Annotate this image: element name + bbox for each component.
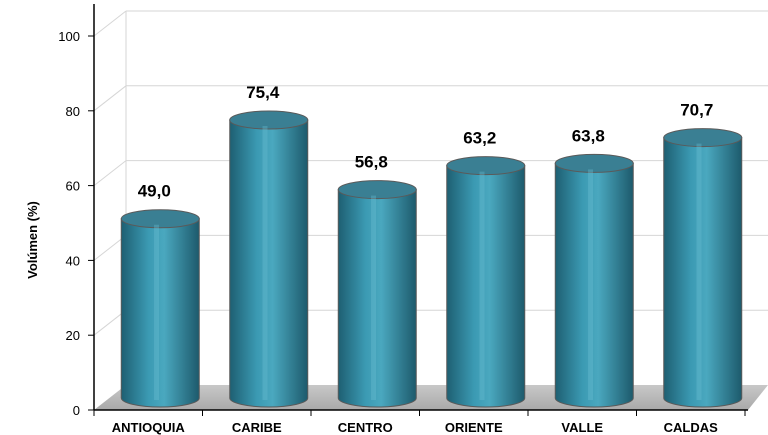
bar bbox=[120, 209, 200, 408]
bar-highlight bbox=[371, 195, 377, 400]
bar-body bbox=[229, 119, 309, 408]
bar bbox=[229, 110, 309, 408]
bar-highlight bbox=[479, 171, 485, 400]
labels: 49,0 ANTIOQUIA 75,4 CARIBE 56,8 CENTRO 63,2 ORI… bbox=[112, 83, 718, 435]
data-label: 63,2 bbox=[463, 129, 496, 148]
bar-body bbox=[446, 165, 526, 408]
category-label: ORIENTE bbox=[445, 420, 503, 435]
bar-highlight bbox=[154, 224, 160, 400]
bar-body bbox=[554, 162, 634, 408]
bar-body bbox=[663, 137, 743, 408]
bar-top bbox=[554, 153, 634, 173]
gridline-diagonal bbox=[93, 85, 127, 112]
y-tick-label: 20 bbox=[66, 328, 80, 343]
bar bbox=[663, 128, 743, 408]
bar-highlight bbox=[262, 126, 268, 400]
data-label: 63,8 bbox=[572, 126, 605, 145]
category-label: ANTIOQUIA bbox=[112, 420, 186, 435]
y-tick-label: 40 bbox=[66, 253, 80, 268]
category-label: CENTRO bbox=[338, 420, 393, 435]
bar-highlight bbox=[696, 143, 702, 400]
bars bbox=[120, 110, 743, 408]
data-label: 56,8 bbox=[355, 153, 388, 172]
category-label: CALDAS bbox=[664, 420, 718, 435]
data-label: 75,4 bbox=[246, 83, 280, 102]
bar bbox=[337, 180, 417, 408]
data-label: 49,0 bbox=[138, 182, 171, 201]
bar-highlight bbox=[588, 169, 594, 400]
bar bbox=[446, 156, 526, 408]
y-tick-label: 0 bbox=[73, 403, 80, 418]
gridline-diagonal bbox=[93, 160, 127, 186]
category-label: CARIBE bbox=[232, 420, 282, 435]
bar-top bbox=[229, 110, 309, 130]
y-tick-label: 80 bbox=[66, 104, 80, 119]
gridline-diagonal bbox=[93, 309, 127, 336]
bar-body bbox=[120, 218, 200, 408]
y-tick-label: 100 bbox=[58, 29, 80, 44]
gridline-diagonal bbox=[93, 10, 127, 37]
y-tick-label: 60 bbox=[66, 179, 80, 194]
bar-top bbox=[337, 180, 417, 200]
category-label: VALLE bbox=[561, 420, 603, 435]
data-label: 70,7 bbox=[680, 101, 713, 120]
axes: 0 20 40 60 80 100 bbox=[58, 4, 748, 418]
y-axis-title: Volúmen (%) bbox=[25, 201, 40, 279]
bar-body bbox=[337, 189, 417, 408]
bar-top bbox=[663, 128, 743, 148]
bar-top bbox=[446, 156, 526, 176]
bar bbox=[554, 153, 634, 408]
gridline-diagonal bbox=[93, 235, 127, 261]
bar-top bbox=[120, 209, 200, 229]
